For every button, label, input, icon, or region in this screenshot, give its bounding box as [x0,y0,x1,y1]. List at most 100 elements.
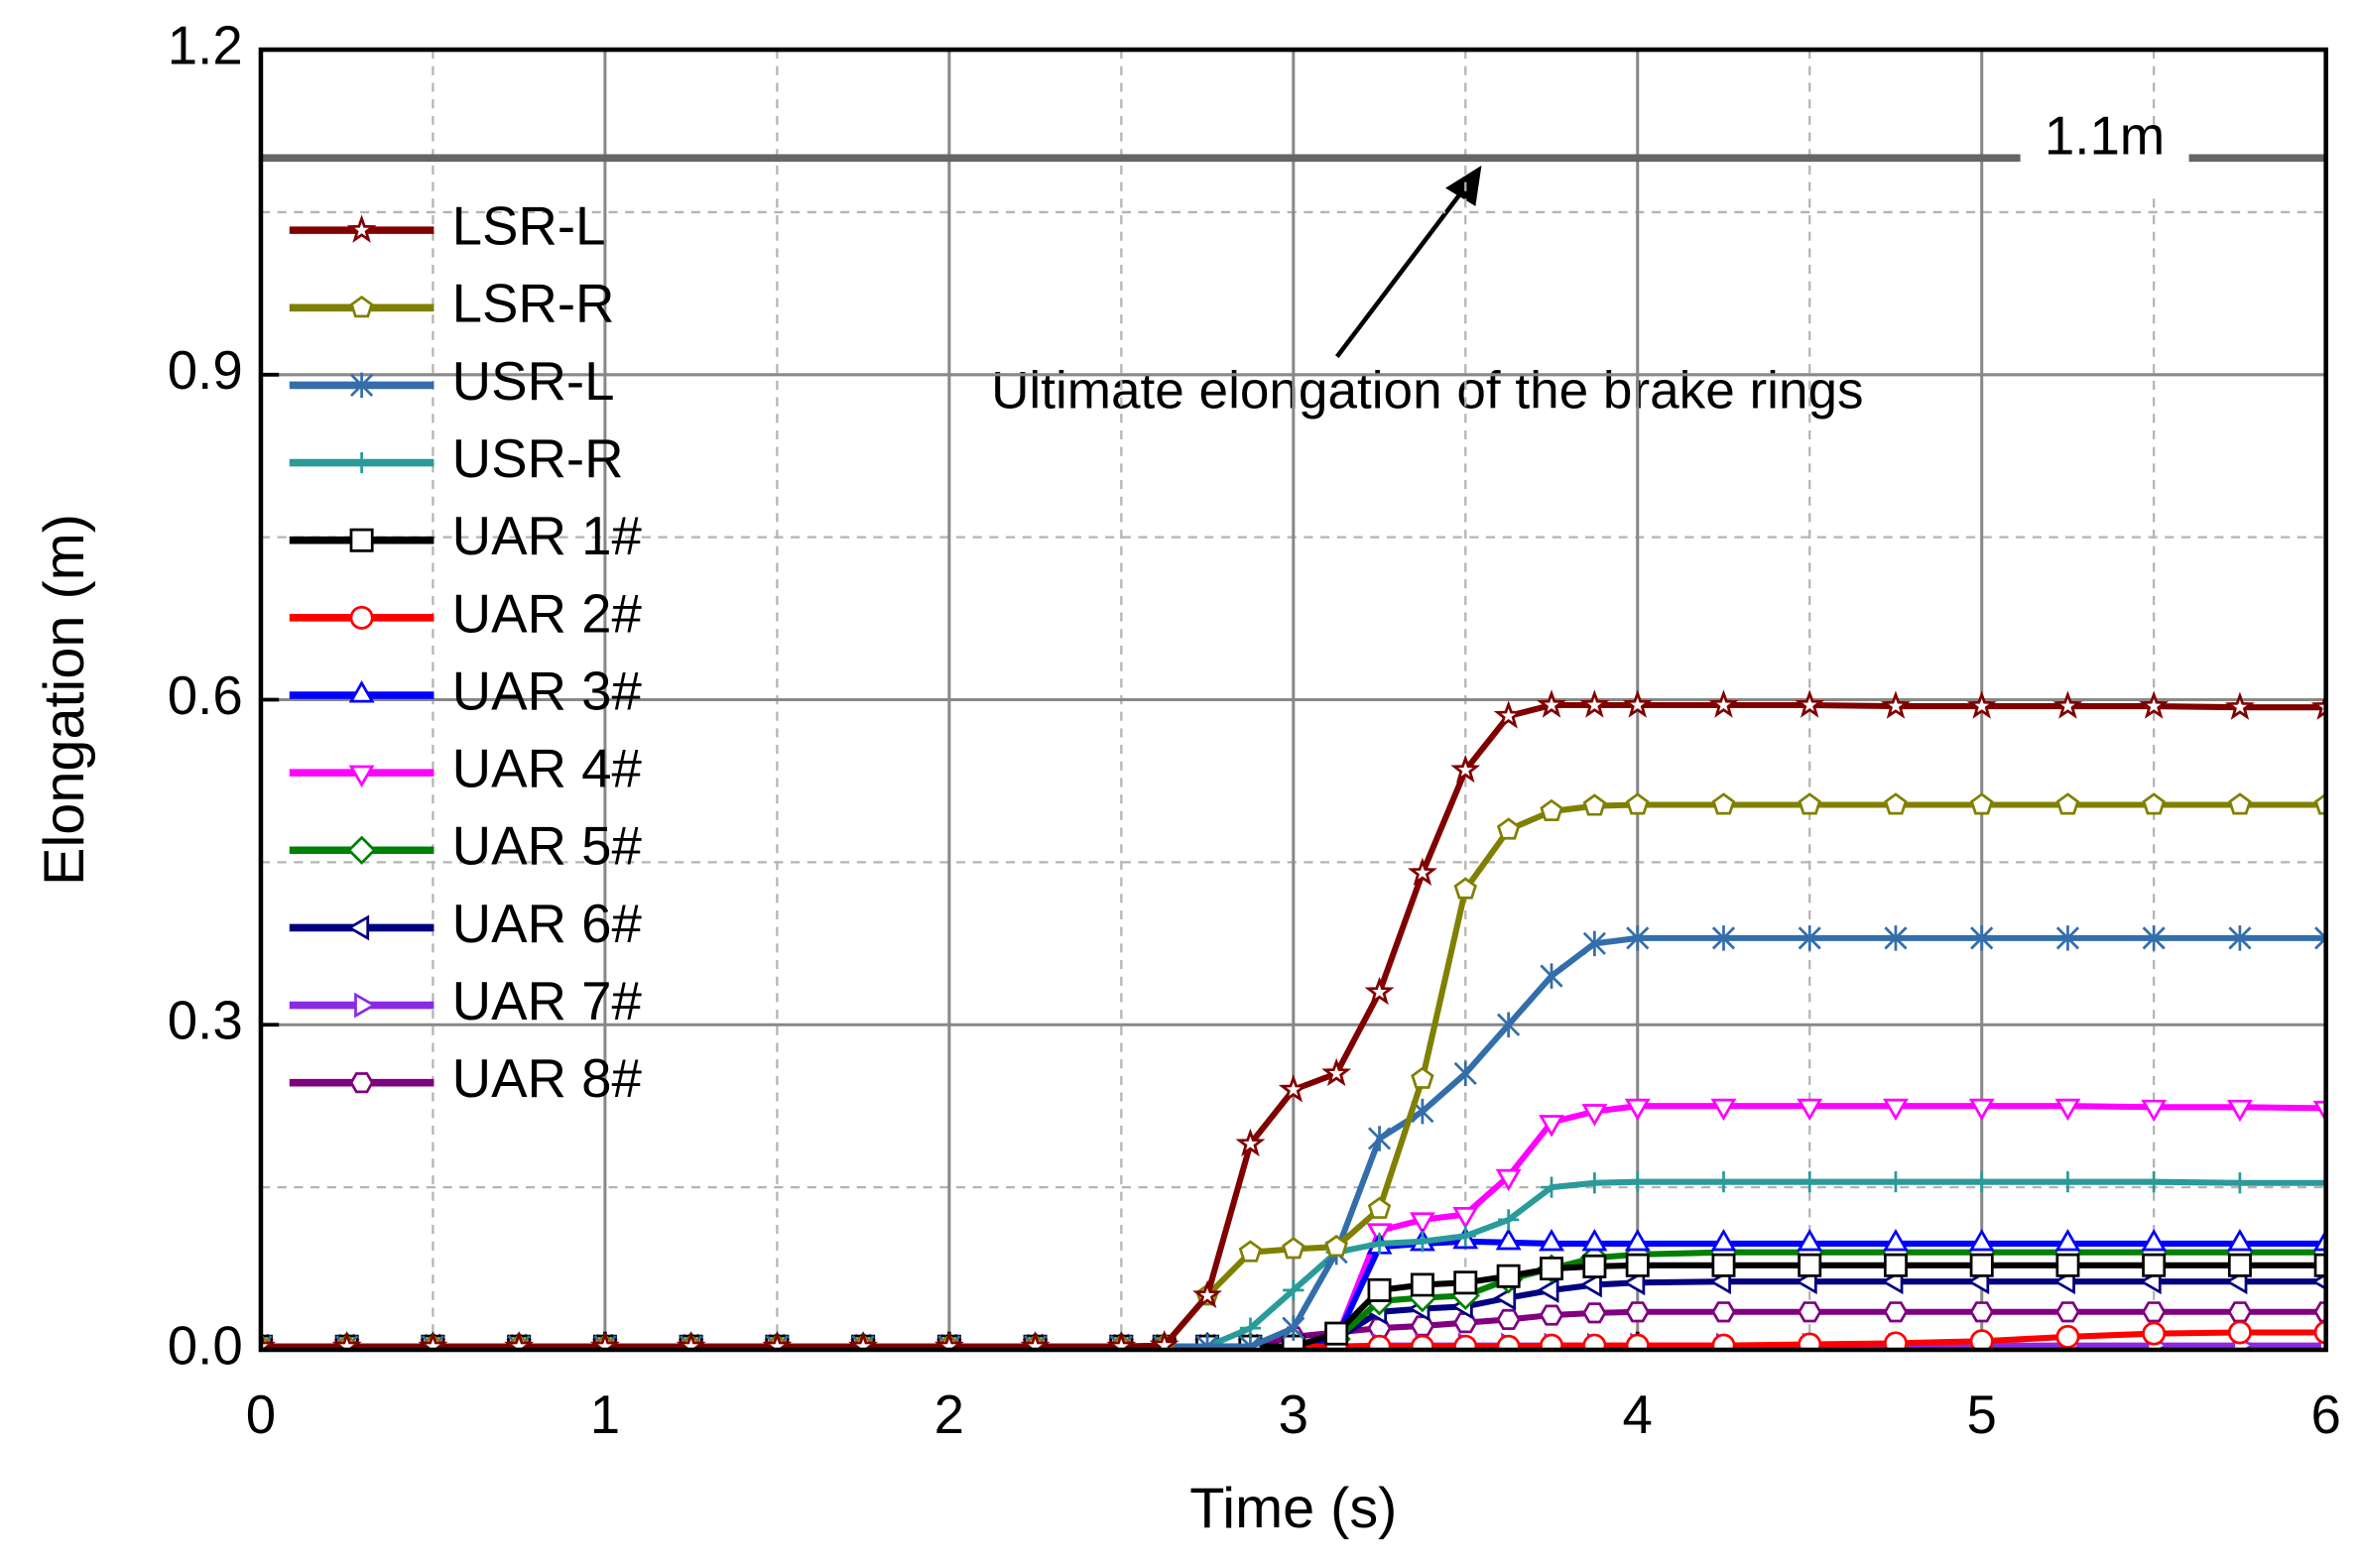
marker [1711,1253,1736,1277]
marker [349,295,374,318]
marker [1540,1333,1563,1350]
marker [2312,1228,2326,1252]
marker [1278,1074,1308,1103]
x-tick-label: 5 [1967,1385,1997,1445]
marker [1235,1128,1266,1157]
marker [2224,691,2255,720]
marker [346,914,370,941]
marker [1968,1228,1995,1252]
marker [1885,1171,1907,1193]
marker [1883,1331,1908,1350]
marker [350,372,374,399]
marker [1539,1304,1564,1326]
marker [418,1330,448,1350]
marker [1883,1253,1908,1277]
marker [1541,1176,1562,1198]
legend-item: UAR 8# [289,1048,643,1109]
annotation-arrow [1334,187,1466,358]
legend-item: USR-L [289,351,615,412]
marker [1452,1206,1479,1230]
marker [1622,689,1653,718]
marker [1497,1012,1521,1038]
marker [1496,817,1521,840]
legend-label: LSR-L [452,196,606,257]
marker [348,765,375,788]
marker [1106,1330,1137,1350]
marker [1795,689,1825,718]
marker [504,1330,535,1350]
marker [2142,792,2166,815]
y-tick-label: 0.6 [168,665,243,726]
marker [1798,1332,1822,1350]
marker [1454,1225,1476,1247]
marker [346,214,377,243]
marker [1238,1240,1263,1263]
marker [2226,1228,2253,1252]
marker [1625,1333,1650,1350]
marker [1324,1321,1349,1346]
marker [1883,1301,1909,1323]
marker [1582,1254,1607,1278]
marker [350,451,373,474]
x-axis-label: Time (s) [1189,1477,1397,1540]
x-tick-label: 3 [1279,1385,1308,1445]
marker [1450,754,1481,784]
x-tick-label: 6 [2310,1385,2340,1445]
legend-label: USR-R [452,428,624,489]
marker [1453,1270,1478,1295]
legend-label: UAR 5# [452,816,643,877]
marker [1321,1057,1352,1087]
legend-item: UAR 6# [289,894,643,954]
marker [348,680,375,703]
marker [1149,1329,1180,1350]
marker [1540,963,1563,989]
marker [1412,1231,1433,1253]
marker [2141,1228,2168,1252]
legend-label: UAR 1# [452,506,643,566]
marker [2313,1301,2326,1323]
marker [1410,1272,1434,1297]
marker [1368,1233,1391,1255]
marker [1798,925,1821,951]
marker [1453,877,1477,900]
marker [1708,689,1739,718]
marker [1367,1126,1392,1151]
legend-label: UAR 8# [452,1048,643,1109]
marker [2055,1301,2080,1323]
legend-label: USR-L [452,351,615,412]
marker [1495,1227,1522,1251]
marker [1797,1098,1823,1122]
marker [2055,1324,2080,1349]
legend-item: LSR-R [289,274,614,334]
marker [349,605,374,630]
y-axis-label: Elongation (m) [33,514,96,886]
marker [2228,792,2252,815]
marker [260,1330,276,1350]
marker [1579,1271,1602,1298]
marker [1540,1257,1563,1281]
y-tick-label: 0.0 [168,1315,243,1376]
marker [848,1330,879,1350]
marker [1581,1228,1608,1252]
marker [1966,690,1997,719]
y-tick-label: 1.2 [168,15,243,75]
marker [1881,690,1911,719]
legend-label: UAR 6# [452,894,643,954]
marker [2055,925,2080,951]
marker [2141,1099,2168,1123]
marker [1238,1333,1263,1350]
marker [1624,1098,1651,1122]
marker [589,1330,620,1350]
marker [1799,1171,1820,1193]
marker [1626,792,1650,815]
legend-label: UAR 7# [452,971,643,1031]
marker [1581,1104,1608,1127]
marker [1498,1209,1520,1231]
legend-item: UAR 4# [289,739,642,799]
marker [1410,1334,1434,1350]
marker [1969,1329,1994,1350]
marker [2229,1172,2251,1194]
marker [1453,1334,1478,1350]
marker [1496,1264,1521,1288]
marker [1883,1098,1909,1122]
